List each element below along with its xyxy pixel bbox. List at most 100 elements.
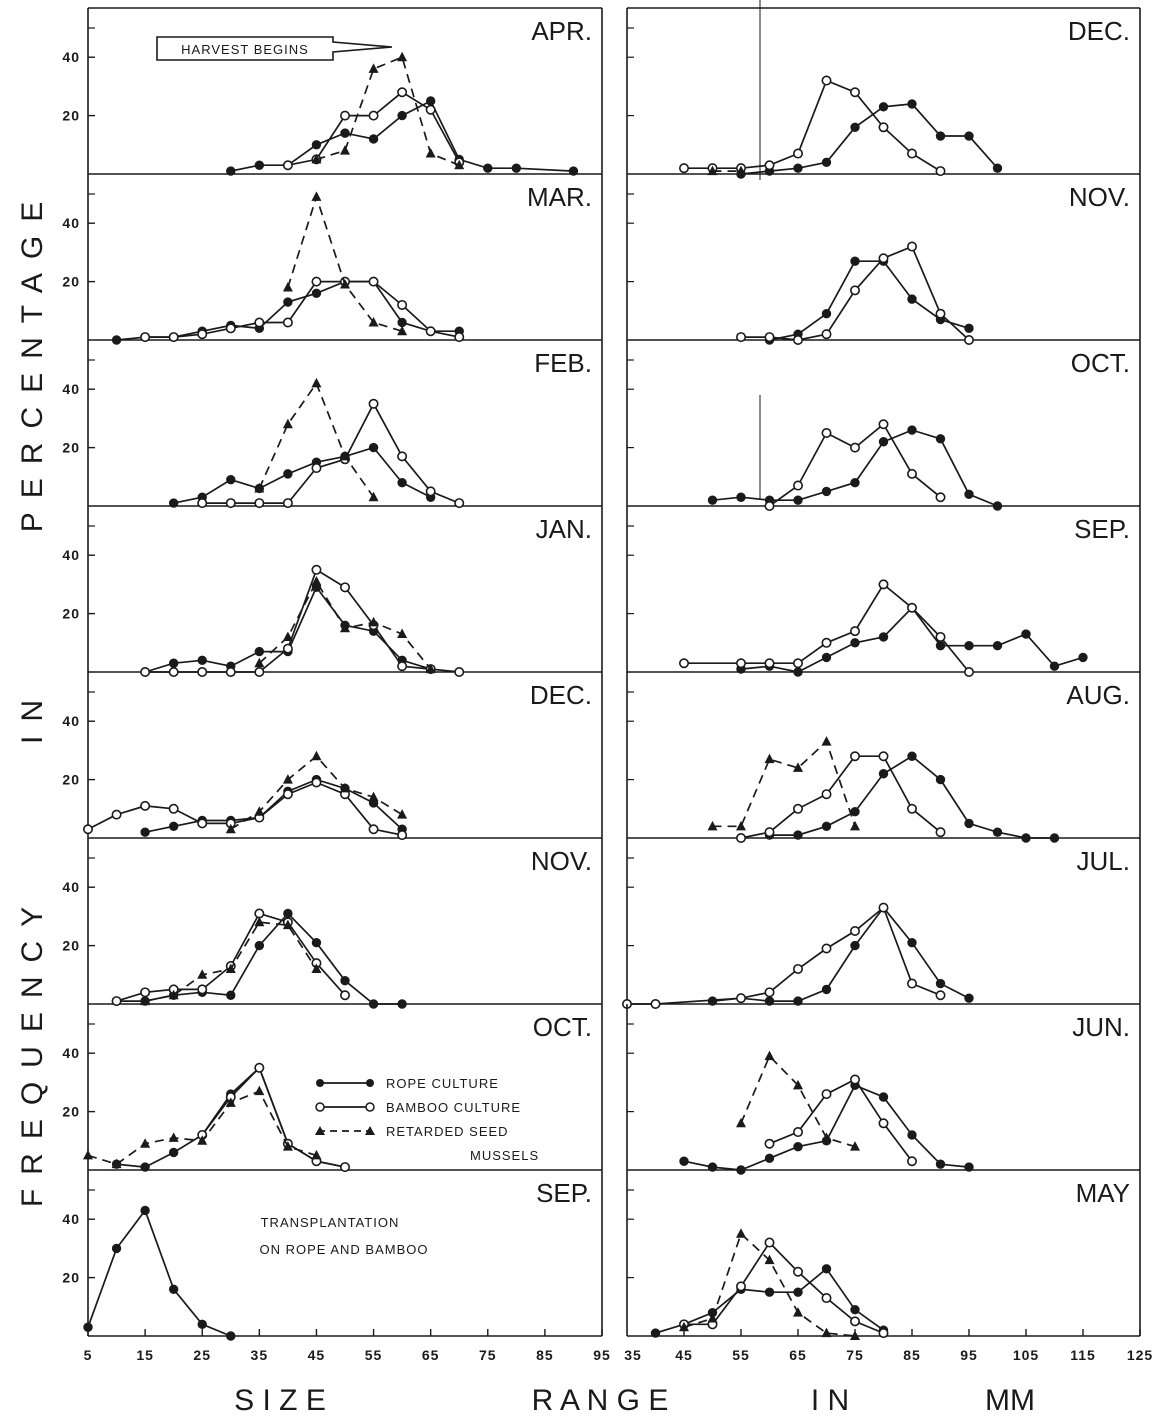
data-point-bamboo (821, 1293, 832, 1304)
y-tick-label: 40 (62, 713, 80, 729)
data-point-rope (793, 495, 803, 505)
legend-marker-bamboo (315, 1102, 325, 1112)
data-point-bamboo (397, 830, 408, 841)
data-point-bamboo (368, 398, 379, 409)
data-point-rope (992, 641, 1003, 651)
data-point-retarded (397, 628, 408, 639)
data-point-bamboo (792, 803, 803, 814)
data-point-rope (793, 830, 803, 840)
data-point-rope (764, 1153, 775, 1164)
y-axis-title-part3: FREQUENCY (16, 893, 49, 1207)
data-point-retarded (368, 616, 379, 627)
data-point-bamboo (878, 902, 889, 913)
data-point-bamboo (906, 241, 917, 252)
x-tick-label-right: 95 (960, 1347, 978, 1363)
x-tick-label-right: 35 (624, 1347, 642, 1363)
x-tick-label-right: 85 (903, 1347, 921, 1363)
data-point-rope (1021, 833, 1031, 843)
data-point-bamboo (849, 751, 860, 762)
data-point-rope (111, 335, 122, 345)
x-axis-title-word2: R A N G E (532, 1384, 669, 1417)
data-point-rope (992, 827, 1003, 837)
data-point-rope (197, 1319, 207, 1330)
transplant-note: TRANSPLANTATION ON ROPE AND BAMBOO (260, 1215, 428, 1257)
data-point-bamboo (764, 500, 775, 511)
data-point-rope (878, 437, 889, 447)
harvest-callout-box (156, 36, 393, 61)
data-point-bamboo (197, 498, 208, 509)
x-axis-title-word3: I N (811, 1384, 849, 1417)
data-point-rope (764, 1287, 775, 1297)
data-point-bamboo (397, 299, 408, 310)
data-point-rope (168, 821, 179, 832)
data-point-bamboo (849, 626, 860, 637)
data-point-retarded (282, 919, 293, 930)
series-line-bamboo (627, 906, 941, 1005)
data-point-retarded (311, 1149, 322, 1160)
data-point-rope (907, 751, 917, 761)
data-point-retarded (225, 1097, 236, 1107)
data-point-bamboo (906, 468, 917, 479)
panel-title: AUG. (1066, 680, 1130, 710)
panel-left-8: 40 20 SEP. (62, 1170, 603, 1341)
data-point-bamboo (849, 87, 860, 98)
panel-title: DEC. (1068, 16, 1130, 46)
y-tick-label: 40 (62, 215, 80, 231)
data-point-rope (168, 1147, 179, 1158)
data-point-rope (197, 655, 207, 666)
data-point-bamboo (83, 824, 94, 835)
data-point-rope (1078, 652, 1088, 663)
data-point-bamboo (368, 110, 379, 121)
data-point-bamboo (282, 160, 293, 171)
data-point-rope (168, 658, 179, 668)
data-point-rope (907, 99, 917, 109)
series-line-bamboo (202, 401, 460, 504)
data-point-rope (907, 937, 917, 948)
data-point-rope (878, 102, 889, 112)
data-point-retarded (311, 963, 322, 973)
data-point-rope (168, 498, 179, 508)
data-point-bamboo (282, 643, 293, 654)
data-point-retarded (425, 663, 436, 674)
data-point-rope (650, 1328, 661, 1338)
y-tick-label: 40 (62, 49, 80, 65)
data-point-bamboo (821, 75, 832, 86)
panel-title: SEP. (1074, 514, 1130, 544)
data-point-bamboo (368, 824, 379, 835)
data-point-retarded (311, 191, 322, 201)
panel-title: SEP. (536, 1178, 592, 1208)
data-point-bamboo (311, 777, 322, 788)
data-point-rope (793, 996, 803, 1006)
data-point-bamboo (792, 963, 803, 974)
series-line-rope (144, 585, 431, 673)
data-point-bamboo (792, 658, 803, 669)
data-point-rope (821, 486, 832, 497)
data-point-rope (736, 1165, 746, 1175)
data-point-rope (568, 166, 579, 176)
panel-title: MAR. (527, 182, 592, 212)
data-point-rope (1049, 661, 1060, 671)
panel-left-3: 40 20 FEB. (62, 340, 603, 509)
data-point-retarded (311, 377, 322, 388)
data-point-bamboo (140, 666, 151, 677)
data-point-rope (140, 827, 150, 837)
panel-title: OCT. (1071, 348, 1130, 378)
panel-right-8: MAY (626, 1170, 1141, 1340)
data-point-bamboo (140, 332, 151, 343)
data-point-retarded (254, 916, 265, 927)
y-tick-label: 40 (62, 879, 80, 895)
x-tick-label-left: 75 (479, 1347, 497, 1363)
data-point-bamboo (225, 323, 236, 334)
legend-label: RETARDED SEED (386, 1124, 509, 1139)
data-point-rope (850, 940, 860, 951)
y-tick-label: 20 (62, 938, 80, 954)
data-point-bamboo (878, 1328, 889, 1339)
data-point-bamboo (764, 658, 775, 669)
series-line-rope (740, 103, 999, 175)
data-point-rope (935, 434, 946, 444)
data-point-rope (707, 1162, 718, 1172)
panel-left-7: 40 20 OCT. (62, 1004, 603, 1173)
data-point-bamboo (339, 582, 350, 593)
series-line-rope (87, 1208, 232, 1337)
data-point-retarded (197, 969, 208, 979)
